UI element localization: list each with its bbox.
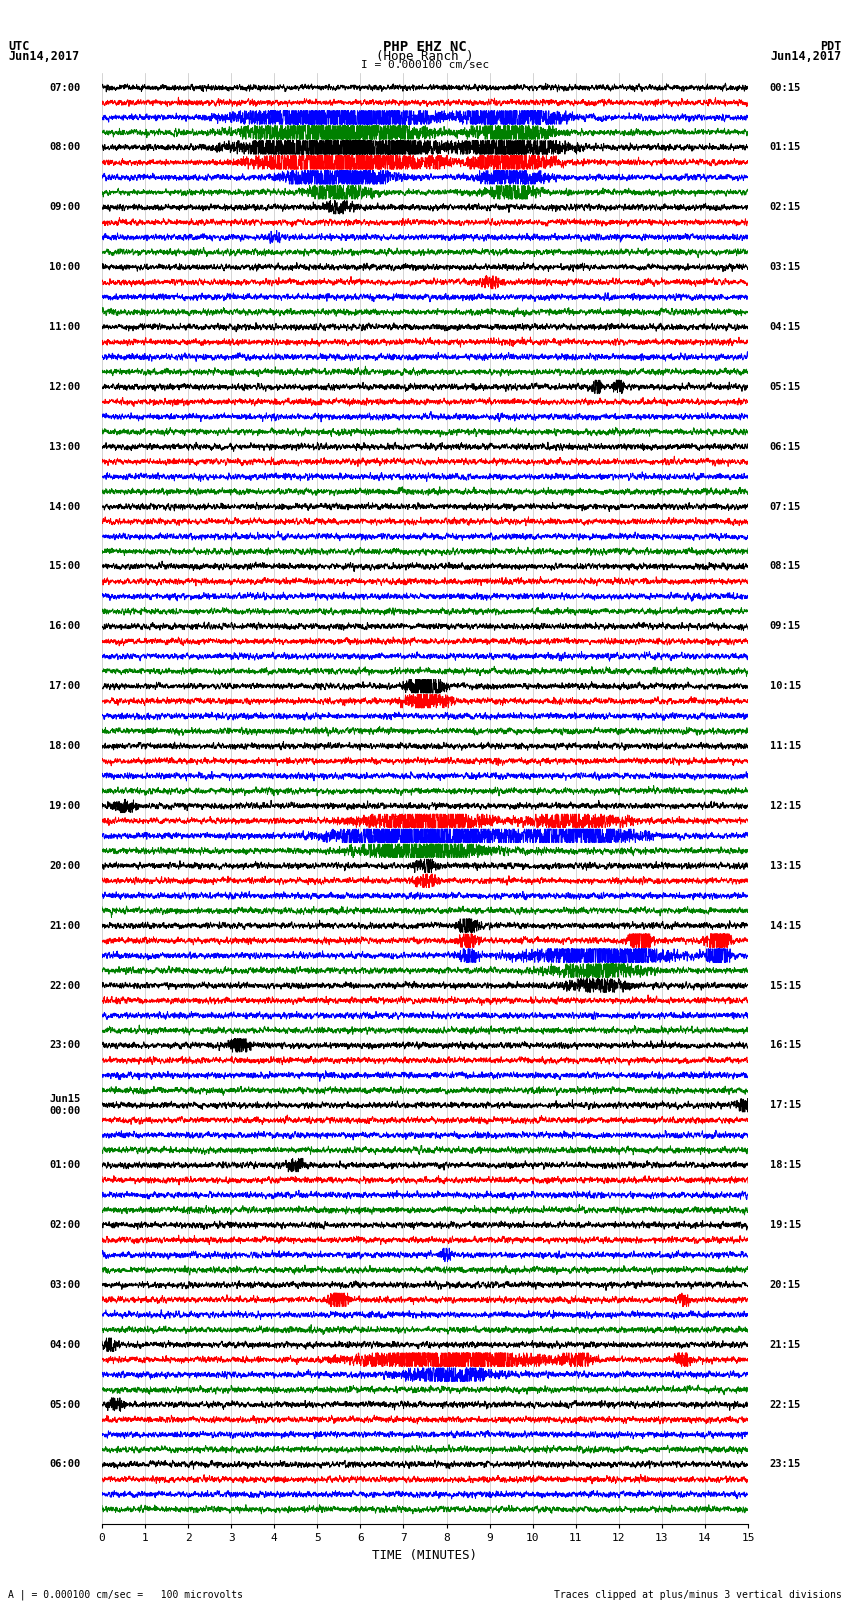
- Text: 14:15: 14:15: [769, 921, 801, 931]
- Text: 04:00: 04:00: [49, 1340, 81, 1350]
- Text: 13:15: 13:15: [769, 861, 801, 871]
- Text: 11:15: 11:15: [769, 740, 801, 752]
- Text: 19:00: 19:00: [49, 802, 81, 811]
- Text: 13:00: 13:00: [49, 442, 81, 452]
- Text: 21:15: 21:15: [769, 1340, 801, 1350]
- Text: PDT: PDT: [820, 40, 842, 53]
- Text: Jun14,2017: Jun14,2017: [8, 50, 80, 63]
- Text: 02:15: 02:15: [769, 202, 801, 213]
- Text: Traces clipped at plus/minus 3 vertical divisions: Traces clipped at plus/minus 3 vertical …: [553, 1590, 842, 1600]
- Text: 10:00: 10:00: [49, 263, 81, 273]
- Text: Jun14,2017: Jun14,2017: [770, 50, 842, 63]
- Text: 00:15: 00:15: [769, 82, 801, 92]
- Text: 03:15: 03:15: [769, 263, 801, 273]
- Text: 06:15: 06:15: [769, 442, 801, 452]
- Text: 17:00: 17:00: [49, 681, 81, 692]
- Text: 14:00: 14:00: [49, 502, 81, 511]
- Text: Jun15
00:00: Jun15 00:00: [49, 1095, 81, 1116]
- Text: 19:15: 19:15: [769, 1219, 801, 1231]
- Text: 03:00: 03:00: [49, 1279, 81, 1290]
- Text: 18:15: 18:15: [769, 1160, 801, 1169]
- Text: 15:15: 15:15: [769, 981, 801, 990]
- Text: 17:15: 17:15: [769, 1100, 801, 1110]
- Text: 16:00: 16:00: [49, 621, 81, 631]
- X-axis label: TIME (MINUTES): TIME (MINUTES): [372, 1548, 478, 1561]
- Text: 22:00: 22:00: [49, 981, 81, 990]
- Text: 08:15: 08:15: [769, 561, 801, 571]
- Text: 06:00: 06:00: [49, 1460, 81, 1469]
- Text: 09:00: 09:00: [49, 202, 81, 213]
- Text: 20:00: 20:00: [49, 861, 81, 871]
- Text: 12:00: 12:00: [49, 382, 81, 392]
- Text: 05:00: 05:00: [49, 1400, 81, 1410]
- Text: 12:15: 12:15: [769, 802, 801, 811]
- Text: UTC: UTC: [8, 40, 30, 53]
- Text: I = 0.000100 cm/sec: I = 0.000100 cm/sec: [361, 60, 489, 69]
- Text: 11:00: 11:00: [49, 323, 81, 332]
- Text: 02:00: 02:00: [49, 1219, 81, 1231]
- Text: 01:00: 01:00: [49, 1160, 81, 1169]
- Text: 23:15: 23:15: [769, 1460, 801, 1469]
- Text: 07:00: 07:00: [49, 82, 81, 92]
- Text: 20:15: 20:15: [769, 1279, 801, 1290]
- Text: 18:00: 18:00: [49, 740, 81, 752]
- Text: 08:00: 08:00: [49, 142, 81, 152]
- Text: 01:15: 01:15: [769, 142, 801, 152]
- Text: (Hope Ranch ): (Hope Ranch ): [377, 50, 473, 63]
- Text: 09:15: 09:15: [769, 621, 801, 631]
- Text: 05:15: 05:15: [769, 382, 801, 392]
- Text: 21:00: 21:00: [49, 921, 81, 931]
- Text: PHP EHZ NC: PHP EHZ NC: [383, 40, 467, 55]
- Text: 04:15: 04:15: [769, 323, 801, 332]
- Text: 15:00: 15:00: [49, 561, 81, 571]
- Text: 10:15: 10:15: [769, 681, 801, 692]
- Text: 22:15: 22:15: [769, 1400, 801, 1410]
- Text: 07:15: 07:15: [769, 502, 801, 511]
- Text: 16:15: 16:15: [769, 1040, 801, 1050]
- Text: A | = 0.000100 cm/sec =   100 microvolts: A | = 0.000100 cm/sec = 100 microvolts: [8, 1589, 243, 1600]
- Text: 23:00: 23:00: [49, 1040, 81, 1050]
